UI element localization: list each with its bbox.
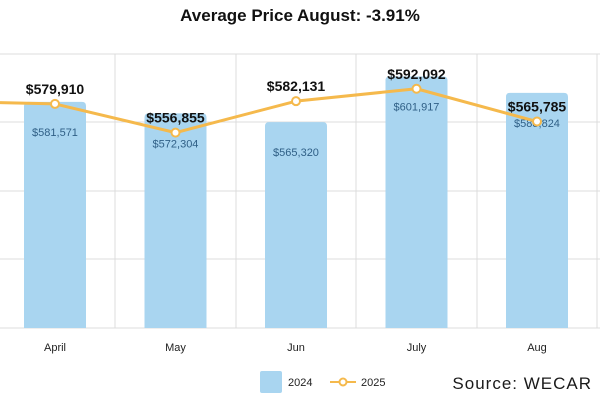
bar-label-april: $581,571 bbox=[32, 127, 78, 139]
bar-july bbox=[385, 76, 448, 329]
legend-label-2024: 2024 bbox=[288, 377, 312, 389]
legend-label-2025: 2025 bbox=[361, 377, 385, 389]
legend: 2024 2025 bbox=[260, 371, 385, 393]
line-label-may: $556,855 bbox=[146, 110, 205, 126]
bar-label-july: $601,917 bbox=[394, 102, 440, 114]
bar-label-jun: $565,320 bbox=[273, 147, 319, 159]
bar-value-labels: $581,571$572,304$565,320$601,917$588,824 bbox=[32, 102, 560, 160]
point-aug bbox=[532, 116, 542, 127]
x-tick-aug: Aug bbox=[527, 342, 547, 354]
line-2025 bbox=[0, 87, 538, 135]
bar-jun bbox=[265, 122, 327, 328]
bar-series-2024 bbox=[24, 76, 568, 329]
line-label-jun: $582,131 bbox=[267, 78, 326, 94]
line-label-aug: $565,785 bbox=[508, 99, 567, 115]
point-may bbox=[170, 127, 181, 138]
line-series-2025 bbox=[0, 83, 542, 138]
line-value-labels: $579,910 $556,855 $582,131 $592,092 $565,785 bbox=[26, 66, 567, 126]
x-axis: April May Jun July Aug bbox=[44, 342, 547, 354]
chart-title: Average Price August: -3.91% bbox=[180, 6, 420, 25]
x-tick-may: May bbox=[165, 342, 186, 354]
point-july bbox=[411, 83, 422, 94]
line-label-april: $579,910 bbox=[26, 81, 85, 97]
bar-may bbox=[144, 113, 207, 328]
x-tick-july: July bbox=[407, 342, 427, 354]
line-label-july: $592,092 bbox=[387, 66, 446, 82]
legend-marker-2025 bbox=[338, 377, 348, 387]
legend-swatch-2024 bbox=[260, 371, 282, 393]
point-jun bbox=[291, 96, 301, 107]
x-tick-jun: Jun bbox=[287, 342, 305, 354]
x-tick-april: April bbox=[44, 342, 66, 354]
bar-aug bbox=[506, 92, 568, 328]
point-april bbox=[50, 98, 60, 109]
bar-april bbox=[24, 101, 86, 328]
source-note: Source: WECAR bbox=[452, 374, 592, 393]
bar-label-may: $572,304 bbox=[153, 138, 199, 150]
